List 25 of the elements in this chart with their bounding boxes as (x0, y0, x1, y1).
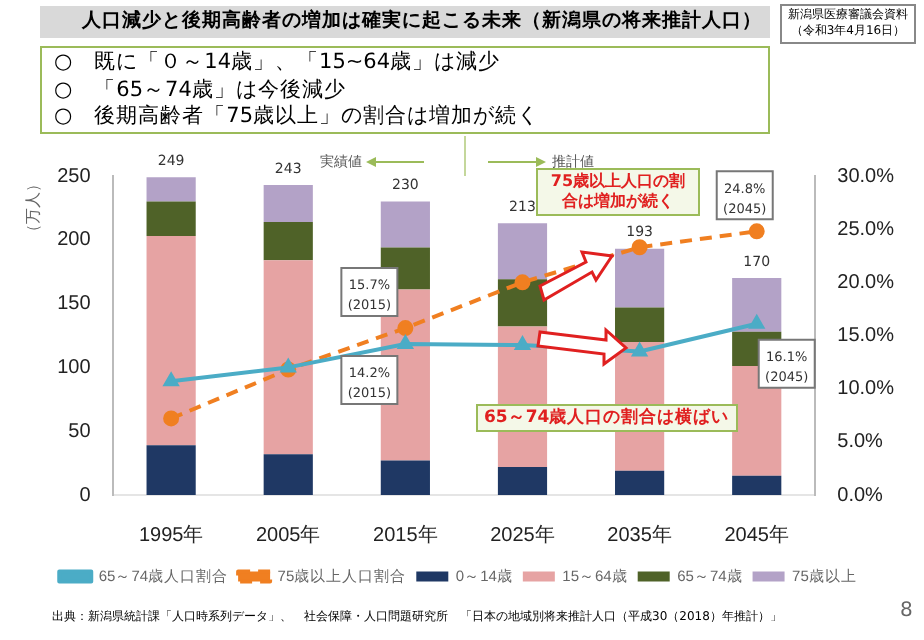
x-tick-label: 1995年 (138, 522, 204, 547)
x-tick-label: 2025年 (490, 522, 555, 547)
y2-tick-label: 30.0% (837, 165, 895, 188)
y2-tick-label: 5.0% (837, 431, 884, 454)
y2-tick-label: 20.0% (837, 271, 895, 294)
y2-tick-label: 0.0% (837, 484, 884, 507)
x-tick-label: 2015年 (373, 522, 438, 547)
chart-subtitle: ○ 既に「０～14歳」、「15~64歳」は減少 ○ 「65～74歳」は今後減少 ○ 後期高齢者「75歳以上」の割合は増加が続く (40, 46, 770, 134)
y-tick-label: 250 (57, 165, 92, 188)
y-tick-label: 200 (57, 229, 92, 252)
text: 8 (900, 600, 913, 622)
y2-tick-label: 15.0% (837, 325, 895, 347)
chart-title: 人口減少と後期高齢者の増加は確実に起こる未来（新潟県の将来推計人口） (40, 6, 770, 38)
y2-tick-label: 10.0% (837, 378, 895, 401)
x-tick-label: 2005年 (256, 522, 321, 547)
y-tick-label: 50 (68, 420, 92, 443)
annotation: 75歳以上人口の割合は増加が続く (536, 168, 700, 216)
y-tick-label: 0 (79, 484, 92, 507)
y-tick-label: 100 (57, 356, 92, 379)
y2-tick-label: 25.0% (837, 218, 895, 241)
y-axis-title: （万人） (24, 176, 43, 240)
x-tick-label: 2035年 (607, 522, 672, 547)
y-tick-label: 150 (57, 293, 92, 316)
x-tick-label: 2045年 (724, 522, 789, 547)
annotation: 65～74歳人口の割合は横ばい (476, 404, 738, 432)
